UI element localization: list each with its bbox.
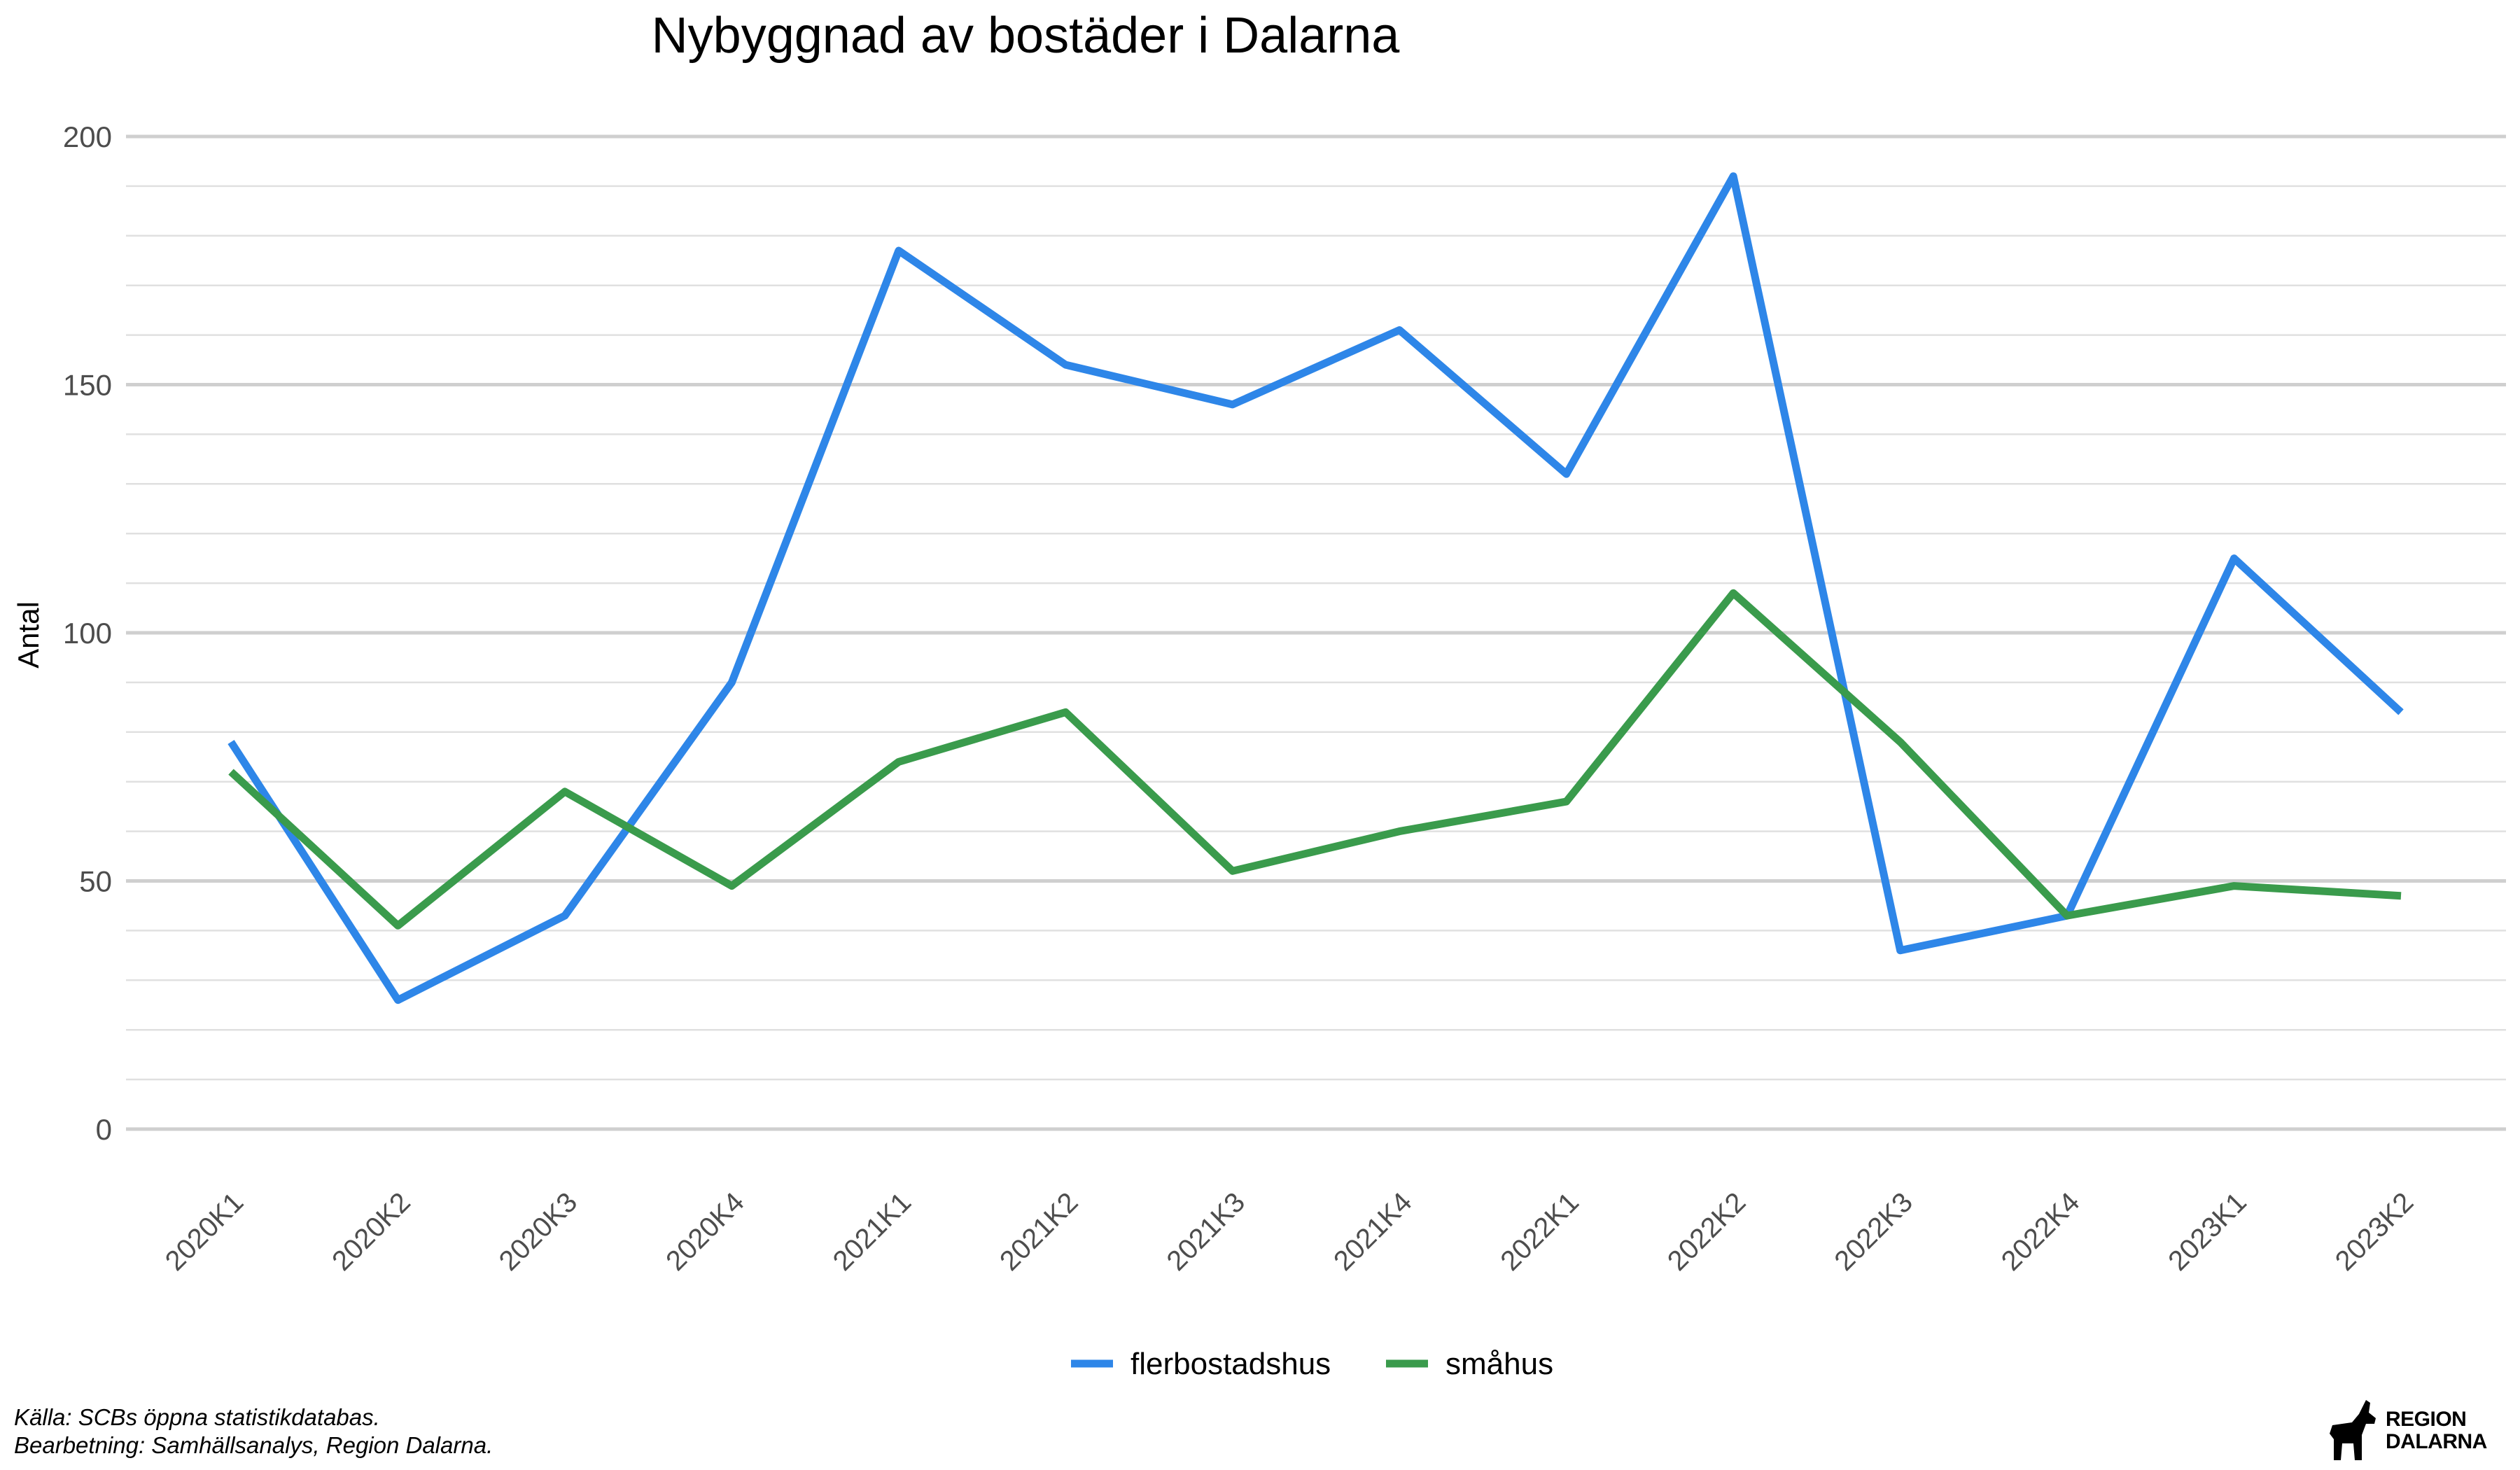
x-tick-label: 2023K2	[2330, 1186, 2420, 1277]
y-tick-label: 100	[63, 617, 112, 650]
x-tick-label: 2020K3	[493, 1186, 584, 1277]
y-tick-label: 150	[63, 369, 112, 402]
x-tick-label: 2022K3	[1828, 1186, 1919, 1277]
caption-processing: Bearbetning: Samhällsanalys, Region Dala…	[14, 1432, 493, 1458]
x-tick-label: 2023K1	[2162, 1186, 2253, 1277]
x-axis-ticks: 2020K1 2020K2 2020K3 2020K4 2021K1 2021K2 2021…	[160, 1186, 2420, 1277]
series-line-flerbostadshus	[227, 172, 2404, 1004]
x-tick-label: 2020K4	[660, 1186, 750, 1277]
gridlines	[126, 134, 2506, 1131]
y-axis-ticks: 0 50 100 150 200	[63, 120, 112, 1146]
y-tick-label: 0	[96, 1113, 112, 1146]
x-tick-label: 2022K4	[1996, 1186, 2086, 1277]
chart-title: Nybyggnad av bostäder i Dalarna	[652, 8, 1401, 64]
x-tick-label: 2020K1	[160, 1186, 250, 1277]
x-tick-label: 2022K2	[1662, 1186, 1752, 1277]
region-dalarna-logo: REGION DALARNA	[2324, 1393, 2499, 1463]
logo-line-1: REGION	[2386, 1408, 2467, 1431]
y-axis-label: Antal	[12, 601, 45, 668]
x-tick-label: 2021K4	[1328, 1186, 1418, 1277]
legend: flerbostadshus småhus	[1071, 1347, 1553, 1381]
source-caption: Källa: SCBs öppna statistikdatabas. Bear…	[14, 1404, 493, 1460]
x-tick-label: 2020K2	[326, 1186, 416, 1277]
legend-label-flerbostadshus: flerbostadshus	[1130, 1347, 1331, 1381]
x-tick-label: 2022K1	[1494, 1186, 1585, 1277]
series-line-småhus	[228, 589, 2402, 930]
y-tick-label: 50	[79, 865, 112, 898]
x-tick-label: 2021K3	[1161, 1186, 1251, 1277]
x-tick-label: 2021K1	[827, 1186, 918, 1277]
caption-source: Källa: SCBs öppna statistikdatabas.	[14, 1404, 380, 1430]
series-lines	[227, 172, 2404, 1004]
y-tick-label: 200	[63, 120, 112, 153]
legend-label-småhus: småhus	[1446, 1347, 1553, 1381]
x-tick-label: 2021K2	[994, 1186, 1084, 1277]
dala-horse-icon	[2330, 1400, 2376, 1460]
logo-line-2: DALARNA	[2386, 1430, 2487, 1453]
